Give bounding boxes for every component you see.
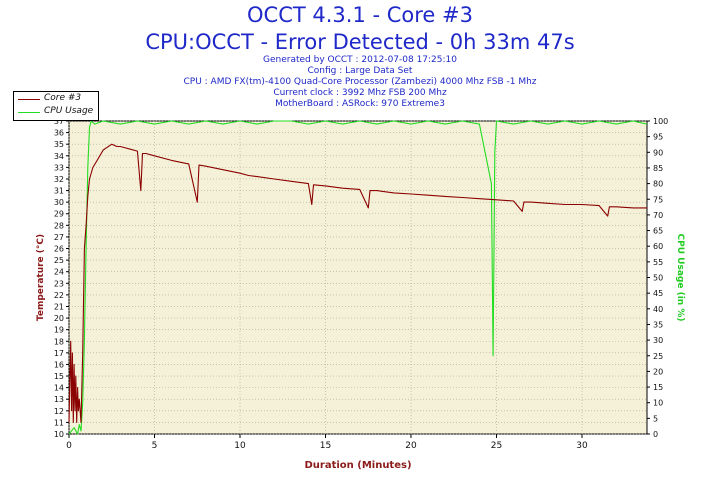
legend-swatch-cpu-usage (18, 112, 40, 113)
y-left-tick-label: 27 (54, 233, 64, 242)
y-left-tick-label: 22 (54, 291, 64, 300)
y-right-tick-label: 20 (653, 367, 663, 376)
series-line-core3 (68, 143, 647, 423)
x-tick-label: 10 (234, 441, 246, 451)
y-right-tick-label: 25 (653, 352, 663, 361)
x-axis-label: Duration (Minutes) (304, 460, 411, 471)
y-right-tick-label: 0 (653, 430, 658, 439)
generated-info: Generated by OCCT : 2012-07-08 17:25:10 (263, 55, 457, 65)
y-left-tick-label: 13 (54, 395, 64, 404)
y-right-tick-label: 55 (653, 258, 663, 267)
y-right-tick-label: 15 (653, 383, 663, 392)
y-right-tick-label: 35 (653, 320, 663, 329)
y-left-tick-label: 23 (54, 279, 64, 288)
plot-area (68, 120, 648, 435)
cpu-info: CPU : AMD FX(tm)-4100 Quad-Core Processo… (183, 77, 537, 87)
y-left-tick-label: 32 (54, 175, 64, 184)
y-left-tick-label: 14 (54, 384, 64, 393)
y-left-tick-label: 29 (54, 210, 64, 219)
y-left-axis-label: Temperature (°C) (36, 234, 46, 321)
chart-subtitle: CPU:OCCT - Error Detected - 0h 33m 47s (145, 30, 575, 54)
x-tick-label: 25 (491, 441, 502, 451)
legend-label-core3: Core #3 (44, 93, 82, 103)
y-left-tick-label: 26 (54, 245, 64, 254)
x-tick-label: 5 (152, 441, 158, 451)
y-right-tick-label: 80 (653, 180, 663, 189)
y-right-tick-label: 100 (653, 117, 668, 126)
y-right-tick-label: 70 (653, 211, 663, 220)
y-right-tick-label: 60 (653, 242, 663, 251)
config-info: Config : Large Data Set (307, 66, 413, 76)
y-left-tick-label: 21 (54, 302, 64, 311)
y-left-tick-label: 11 (54, 418, 64, 427)
y-left-tick-label: 16 (54, 360, 64, 369)
y-right-axis-label: CPU Usage (in %) (675, 234, 685, 322)
y-left-tick-label: 10 (54, 430, 64, 439)
chart-legend: Core #3 CPU Usage (13, 91, 99, 121)
y-right-tick-label: 90 (653, 148, 663, 157)
y-right-tick-label: 45 (653, 289, 663, 298)
y-left-tick-label: 36 (54, 129, 64, 138)
y-right-tick-label: 85 (653, 164, 663, 173)
y-left-tick-label: 18 (54, 337, 64, 346)
y-left-tick-label: 20 (54, 314, 64, 323)
motherboard-info: MotherBoard : ASRock: 970 Extreme3 (275, 99, 445, 109)
legend-item-core3: Core #3 (14, 93, 98, 106)
legend-item-cpu-usage: CPU Usage (14, 106, 98, 119)
y-left-tick-label: 30 (54, 198, 64, 207)
y-right-tick-label: 65 (653, 227, 663, 236)
y-right-tick-label: 10 (653, 399, 663, 408)
y-right-tick-label: 50 (653, 274, 663, 283)
y-left-tick-label: 12 (54, 407, 64, 416)
y-left-tick-label: 31 (54, 187, 64, 196)
y-left-tick-label: 28 (54, 221, 64, 230)
x-tick-label: 20 (405, 441, 417, 451)
y-left-tick-label: 25 (54, 256, 64, 265)
y-left-tick-label: 37 (54, 117, 64, 126)
y-left-tick-label: 17 (54, 349, 64, 358)
y-right-tick-label: 30 (653, 336, 663, 345)
y-right-tick-label: 5 (653, 414, 658, 423)
y-left-tick-label: 33 (54, 163, 64, 172)
y-left-tick-label: 19 (54, 326, 64, 335)
legend-swatch-core3 (18, 99, 40, 100)
chart-title: OCCT 4.3.1 - Core #3 (247, 3, 473, 27)
x-tick-label: 0 (66, 441, 72, 451)
y-right-tick-label: 40 (653, 305, 663, 314)
y-left-tick-label: 34 (54, 152, 64, 161)
x-tick-label: 15 (320, 441, 331, 451)
y-left-tick-label: 15 (54, 372, 64, 381)
y-right-tick-label: 95 (653, 133, 663, 142)
clock-info: Current clock : 3992 Mhz FSB 200 Mhz (273, 88, 447, 98)
x-tick-label: 30 (576, 441, 588, 451)
y-left-tick-label: 35 (54, 140, 64, 149)
y-right-tick-label: 75 (653, 195, 663, 204)
series-line-cpu-usage (68, 120, 648, 435)
y-left-tick-label: 24 (54, 268, 64, 277)
legend-label-cpu-usage: CPU Usage (44, 106, 94, 116)
